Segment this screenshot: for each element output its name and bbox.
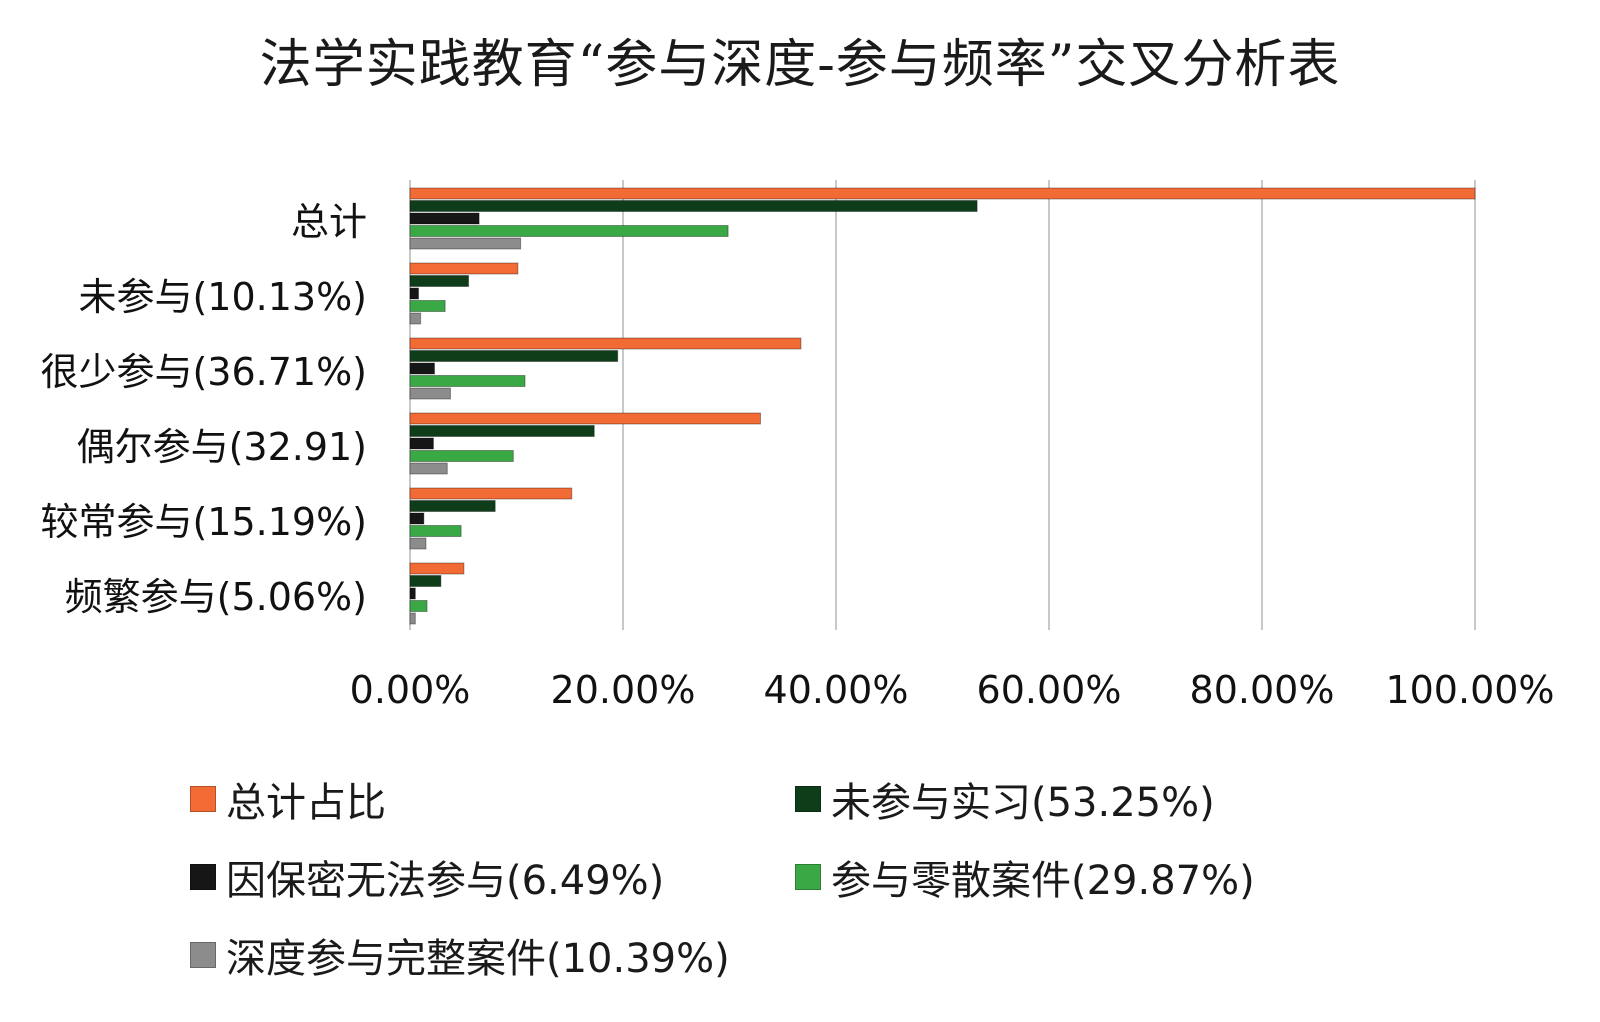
bar [409, 450, 514, 462]
bar [409, 587, 416, 600]
bar [409, 462, 448, 475]
x-tick-label: 80.00% [1190, 668, 1335, 712]
bar [409, 275, 470, 287]
category-label: 偶尔参与(32.91) [77, 425, 367, 469]
x-tick-label: 60.00% [977, 668, 1122, 712]
legend-label: 未参与实习(53.25%) [831, 780, 1215, 826]
bar [409, 237, 522, 250]
bar [409, 312, 422, 325]
legend-item: 参与零散案件(29.87%) [795, 848, 1255, 906]
category-label: 总计 [291, 200, 367, 244]
legend-label: 参与零散案件(29.87%) [831, 858, 1255, 904]
legend-swatch [190, 864, 216, 890]
legend-item: 深度参与完整案件(10.39%) [190, 926, 730, 984]
bar [409, 425, 595, 437]
x-tick-label: 100.00% [1385, 668, 1554, 712]
bar [409, 337, 802, 350]
bar [409, 200, 978, 212]
x-tick-label: 20.00% [551, 668, 696, 712]
bar [409, 512, 425, 525]
bar [409, 525, 462, 537]
legend-item: 总计占比 [190, 770, 386, 828]
x-axis-ticks: 0.00% 20.00% 40.00% 60.00% 80.00% 100.00% [350, 668, 1555, 712]
bar [409, 362, 435, 375]
legend-swatch [795, 864, 821, 890]
legend-label: 因保密无法参与(6.49%) [226, 858, 665, 904]
bar [409, 612, 416, 625]
bar [409, 212, 480, 225]
bar [409, 387, 451, 400]
chart-title: 法学实践教育“参与深度-参与频率”交叉分析表 [259, 35, 1341, 95]
legend-item: 因保密无法参与(6.49%) [190, 848, 664, 906]
category-label: 频繁参与(5.06%) [65, 575, 367, 619]
category-label: 很少参与(36.71%) [40, 350, 367, 394]
bar [409, 300, 446, 312]
gridlines [409, 180, 1476, 630]
bar [409, 225, 729, 237]
bar [409, 437, 434, 450]
bar [409, 187, 1476, 200]
legend-swatch [190, 786, 216, 812]
x-tick-label: 40.00% [764, 668, 909, 712]
bar [409, 487, 573, 500]
bar [409, 562, 465, 575]
bar [409, 537, 427, 550]
x-tick-label: 0.00% [350, 668, 471, 712]
legend-item: 未参与实习(53.25%) [795, 770, 1215, 828]
bar [409, 287, 420, 300]
category-label: 较常参与(15.19%) [40, 500, 367, 544]
bars [409, 187, 1476, 625]
legend-label: 深度参与完整案件(10.39%) [226, 936, 730, 982]
bar [409, 600, 428, 612]
legend-swatch [795, 786, 821, 812]
bar [409, 375, 526, 387]
bar [409, 500, 496, 512]
bar [409, 350, 619, 362]
bar [409, 412, 761, 425]
bar [409, 575, 442, 587]
legend-swatch [190, 942, 216, 968]
legend-label: 总计占比 [226, 780, 386, 826]
bar [409, 262, 519, 275]
category-label: 未参与(10.13%) [78, 275, 367, 319]
